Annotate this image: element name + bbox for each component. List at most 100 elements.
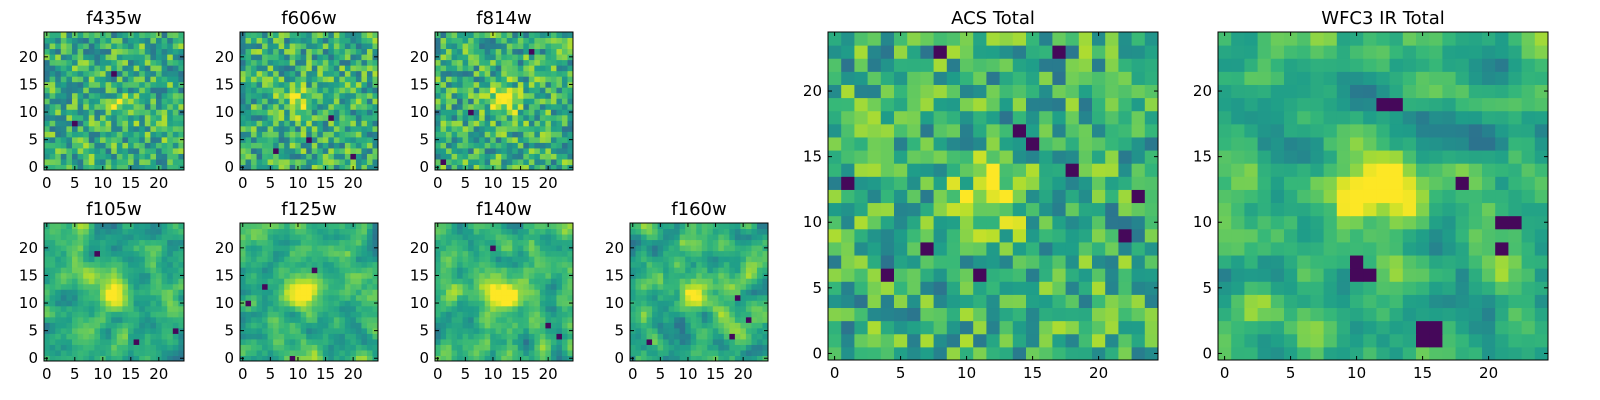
heatmap-cell: [150, 278, 157, 285]
heatmap-cell: [468, 87, 475, 94]
heatmap-cell: [894, 176, 908, 190]
heatmap-cell: [150, 59, 157, 66]
heatmap-cell: [295, 70, 302, 77]
heatmap-cell: [907, 281, 921, 295]
heatmap-cell: [517, 120, 524, 127]
heatmap-cell: [451, 344, 458, 351]
heatmap-cell: [657, 300, 664, 307]
heatmap-cell: [178, 65, 185, 72]
heatmap-cell: [462, 59, 469, 66]
heatmap-cell: [946, 202, 961, 217]
heatmap-cell: [317, 333, 324, 340]
heatmap-cell: [674, 250, 681, 257]
heatmap-cell: [679, 239, 686, 246]
heatmap-cell: [894, 202, 908, 217]
heatmap-cell: [1012, 202, 1027, 217]
heatmap-cell: [60, 333, 67, 340]
heatmap-cell: [328, 228, 335, 235]
heatmap-cell: [339, 234, 346, 241]
heatmap-cell: [1065, 346, 1080, 361]
heatmap-cell: [674, 305, 681, 312]
heatmap-cell: [333, 316, 340, 323]
y-tick-label: 20: [410, 239, 429, 257]
heatmap-cell: [245, 278, 252, 285]
heatmap-cell: [479, 103, 486, 110]
heatmap-cell: [534, 344, 541, 351]
heatmap-cell: [306, 355, 313, 362]
heatmap-cell: [156, 54, 163, 61]
heatmap-cell: [167, 109, 174, 116]
heatmap-cell: [440, 125, 447, 132]
heatmap-cell: [490, 234, 497, 241]
heatmap-cell: [139, 239, 146, 246]
heatmap-cell: [256, 153, 263, 160]
heatmap-cell: [446, 142, 453, 149]
heatmap-cell: [729, 245, 736, 252]
heatmap-cell: [328, 81, 335, 88]
heatmap-cell: [1092, 176, 1106, 190]
heatmap-cell: [1118, 320, 1133, 335]
heatmap-cell: [128, 158, 135, 165]
heatmap-cell: [534, 228, 541, 235]
heatmap-cell: [986, 215, 1001, 230]
heatmap-cell: [161, 48, 168, 55]
heatmap-cell: [756, 316, 763, 323]
heatmap-cell: [333, 272, 340, 279]
heatmap-cell: [484, 272, 491, 279]
heatmap-cell: [512, 103, 519, 110]
heatmap-cell: [251, 267, 258, 274]
heatmap-cell: [841, 281, 855, 295]
heatmap-cell: [144, 333, 151, 340]
heatmap-cell: [663, 239, 670, 246]
heatmap-cell: [350, 70, 357, 77]
heatmap-cell: [657, 289, 664, 296]
heatmap-cell: [267, 65, 274, 72]
heatmap-cell: [457, 223, 464, 230]
heatmap-cell: [462, 261, 469, 268]
heatmap-cell: [66, 223, 73, 230]
heatmap-cell: [468, 158, 475, 165]
heatmap-cell: [646, 239, 653, 246]
x-tick-label: 20: [344, 365, 363, 383]
heatmap-cell: [501, 355, 508, 362]
heatmap-cell: [300, 147, 307, 154]
heatmap-cell: [468, 234, 475, 241]
heatmap-cell: [1092, 255, 1106, 269]
heatmap-cell: [60, 120, 67, 127]
heatmap-cell: [167, 344, 174, 351]
heatmap-cell: [361, 355, 368, 362]
heatmap-cell: [545, 109, 552, 116]
y-tick-label: 20: [605, 239, 624, 257]
heatmap-cell: [907, 255, 921, 269]
heatmap-cell: [295, 65, 302, 72]
heatmap-cell: [1026, 294, 1040, 309]
y-tick-label: 15: [410, 266, 429, 284]
heatmap-cell: [729, 327, 736, 334]
heatmap-cell: [273, 98, 280, 105]
heatmap-cell: [679, 349, 686, 356]
heatmap-cell: [451, 294, 458, 301]
heatmap-cell: [495, 125, 502, 132]
heatmap-cell: [133, 223, 140, 230]
heatmap-cell: [517, 142, 524, 149]
heatmap-cell: [523, 349, 530, 356]
heatmap-cell: [66, 109, 73, 116]
heatmap-cell: [1078, 255, 1093, 269]
heatmap-cell: [251, 109, 258, 116]
heatmap-cell: [920, 202, 935, 217]
heatmap-cell: [256, 37, 263, 44]
heatmap-cell: [696, 250, 703, 257]
heatmap-cell: [745, 228, 752, 235]
heatmap-cell: [66, 103, 73, 110]
heatmap-cell: [473, 70, 480, 77]
heatmap-cell: [339, 142, 346, 149]
heatmap-cell: [122, 92, 129, 99]
heatmap-cell: [83, 120, 90, 127]
heatmap-cell: [490, 294, 497, 301]
heatmap-cell: [262, 223, 269, 230]
heatmap-cell: [322, 234, 329, 241]
heatmap-cell: [94, 32, 101, 39]
heatmap-cell: [339, 37, 346, 44]
heatmap-cell: [172, 92, 179, 99]
heatmap-cell: [740, 267, 747, 274]
